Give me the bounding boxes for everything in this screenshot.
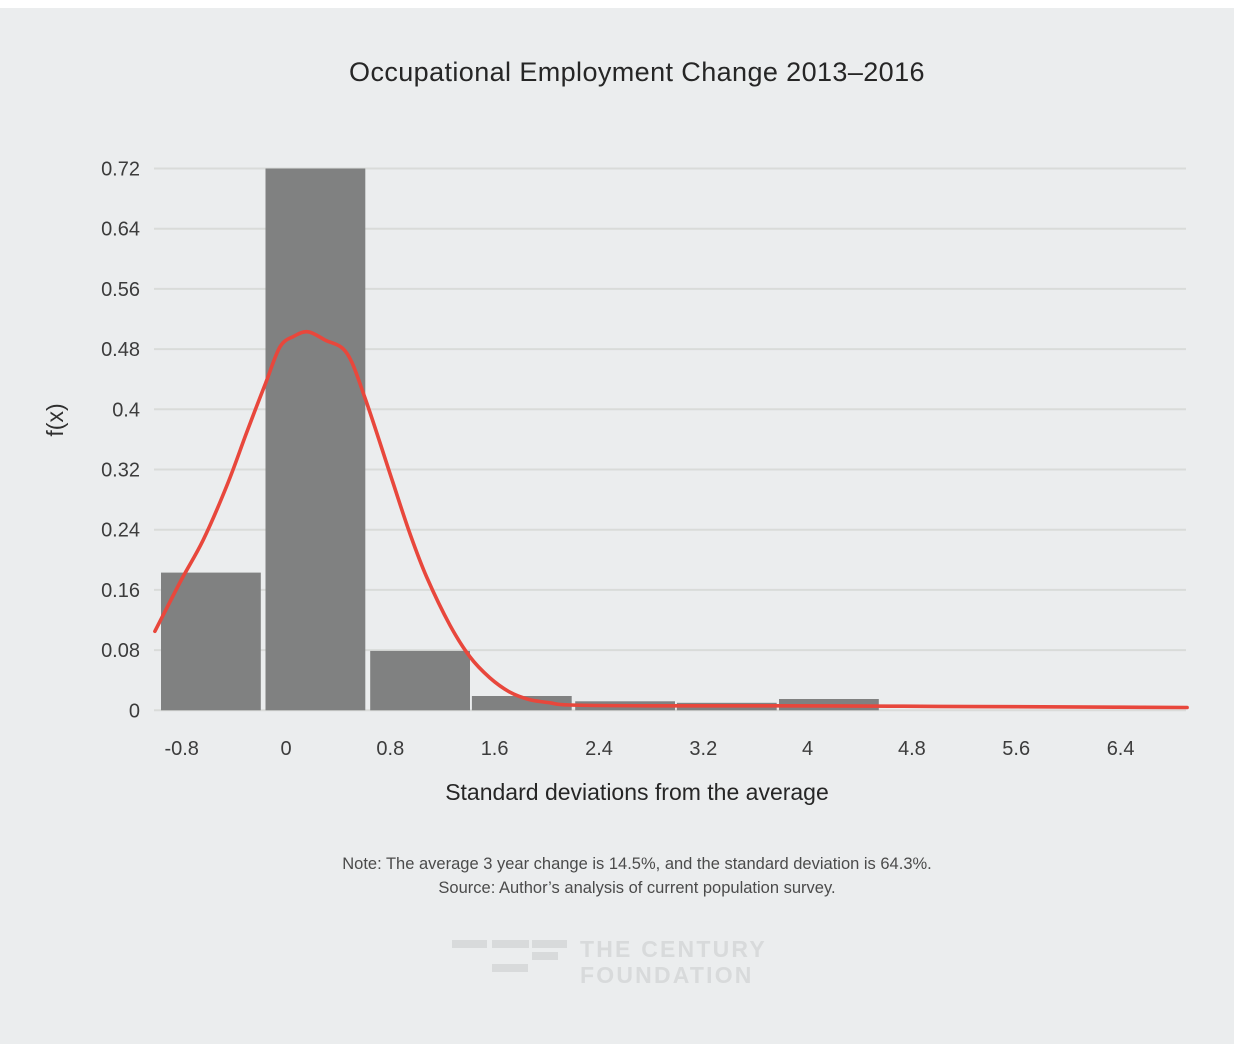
- y-tick-label: 0.56: [101, 279, 140, 301]
- x-tick-label: 0: [280, 738, 291, 760]
- chart-title: Occupational Employment Change 2013–2016: [349, 57, 925, 87]
- chart-note: Note: The average 3 year change is 14.5%…: [40, 853, 1234, 900]
- x-tick-label: -0.8: [164, 738, 198, 760]
- y-tick-label: 0.48: [101, 339, 140, 361]
- y-axis-title: f(x): [42, 403, 68, 437]
- histogram-bar: [265, 168, 366, 711]
- y-tick-label: 0.32: [101, 460, 140, 482]
- density-curve: [153, 329, 1189, 710]
- chart-canvas: [0, 8, 1234, 1044]
- x-tick-label: 3.2: [689, 738, 717, 760]
- x-tick-label: 6.4: [1107, 738, 1135, 760]
- x-tick-label: 4.8: [898, 738, 926, 760]
- y-tick-label: 0.08: [101, 640, 140, 662]
- x-tick-label: 2.4: [585, 738, 613, 760]
- x-tick-label: 4: [802, 738, 813, 760]
- histogram-bar: [370, 650, 470, 711]
- x-axis-title: Standard deviations from the average: [445, 779, 829, 805]
- histogram-bar: [471, 696, 572, 711]
- x-tick-label: 1.6: [481, 738, 509, 760]
- histogram-bar: [161, 572, 261, 711]
- x-tick-label: 5.6: [1002, 738, 1030, 760]
- note-line-1: Note: The average 3 year change is 14.5%…: [342, 855, 932, 873]
- note-line-2: Source: Author’s analysis of current pop…: [438, 878, 836, 897]
- y-tick-label: 0.16: [101, 580, 140, 602]
- y-tick-label: 0.24: [101, 520, 140, 542]
- y-tick-label: 0.4: [112, 399, 140, 421]
- y-tick-label: 0.64: [101, 219, 140, 241]
- y-tick-label: 0: [129, 700, 140, 722]
- x-tick-label: 0.8: [376, 738, 404, 760]
- y-tick-label: 0.72: [101, 159, 140, 181]
